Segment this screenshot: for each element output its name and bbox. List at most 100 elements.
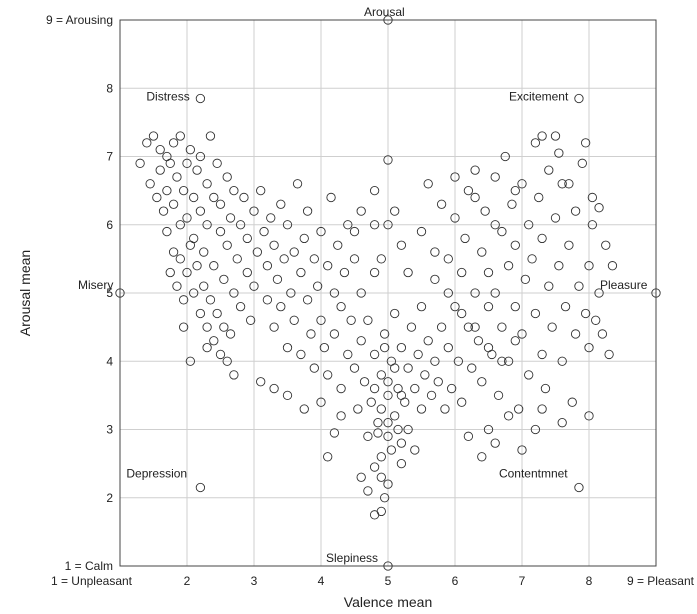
data-point	[249, 281, 259, 291]
data-point	[430, 274, 440, 284]
data-point	[266, 213, 276, 223]
data-point	[192, 165, 202, 175]
data-point	[369, 383, 380, 394]
data-point	[316, 226, 326, 237]
data-point	[219, 322, 229, 332]
data-point	[168, 138, 179, 148]
data-point	[510, 301, 520, 312]
data-point	[530, 308, 541, 319]
x-tick-label: 1 = Unpleasant	[51, 574, 133, 588]
data-point	[490, 438, 500, 448]
data-point	[537, 349, 547, 360]
anchor-point	[195, 93, 206, 104]
data-point	[256, 377, 266, 387]
data-point	[550, 213, 561, 223]
data-point	[168, 199, 179, 209]
data-point	[289, 315, 299, 325]
data-point	[436, 322, 447, 332]
data-point	[537, 131, 547, 141]
y-tick-label: 5	[106, 286, 113, 300]
data-point	[463, 431, 474, 441]
data-point	[152, 192, 162, 203]
data-point	[356, 472, 366, 482]
data-point	[212, 308, 222, 319]
data-point	[557, 418, 567, 428]
data-point	[527, 254, 537, 264]
data-point	[249, 206, 259, 216]
data-point	[497, 356, 507, 366]
data-point	[319, 342, 329, 353]
data-point	[296, 267, 306, 278]
data-point	[473, 336, 484, 346]
data-point	[202, 322, 212, 332]
data-point	[182, 213, 192, 223]
data-point	[242, 267, 252, 278]
data-point	[175, 254, 185, 264]
data-point	[396, 438, 407, 448]
data-point	[453, 356, 463, 366]
data-point	[289, 247, 299, 257]
data-point	[376, 506, 386, 517]
data-point	[383, 418, 393, 428]
data-point	[440, 404, 450, 414]
data-point	[189, 288, 199, 298]
x-tick-label: 4	[318, 574, 325, 588]
data-point	[416, 404, 427, 414]
x-tick-labels: 1 = Unpleasant 2 3 4 5 6 7 8 9 = Pleasant	[51, 574, 695, 588]
data-point	[390, 206, 400, 216]
data-point	[490, 172, 500, 182]
data-point	[229, 185, 239, 196]
data-point	[534, 192, 544, 203]
data-point	[229, 288, 239, 298]
anchor-label: Pleasure	[600, 278, 648, 292]
data-point	[530, 424, 541, 435]
data-point	[178, 185, 189, 196]
data-point	[517, 329, 527, 339]
data-point	[178, 322, 189, 332]
data-point	[369, 462, 380, 472]
data-point	[500, 151, 510, 162]
data-point	[379, 493, 390, 503]
data-point	[483, 301, 494, 312]
data-point	[336, 383, 346, 394]
data-point	[477, 377, 487, 387]
data-point	[209, 336, 219, 346]
data-point	[373, 418, 383, 428]
data-point	[242, 233, 252, 244]
y-tick-label: 9 = Arousing	[46, 13, 113, 27]
data-point	[574, 281, 584, 291]
data-point	[470, 192, 480, 203]
data-point	[292, 179, 303, 189]
data-point	[316, 397, 326, 407]
data-point	[369, 349, 380, 360]
data-point	[168, 247, 179, 257]
anchor-point	[383, 561, 393, 571]
data-point	[309, 254, 319, 264]
plot-frame	[119, 19, 657, 567]
data-point	[524, 220, 534, 230]
data-point	[379, 342, 390, 353]
data-point	[373, 428, 383, 438]
anchor-point	[115, 288, 125, 298]
data-point	[480, 206, 490, 216]
data-point	[299, 404, 309, 414]
data-point	[356, 206, 366, 216]
data-point	[209, 261, 219, 271]
data-point	[604, 349, 614, 360]
data-point	[467, 363, 477, 373]
x-tick-label: 6	[452, 574, 459, 588]
data-point	[299, 233, 309, 244]
data-point	[483, 424, 494, 435]
data-point	[229, 370, 239, 380]
data-point	[276, 199, 286, 209]
data-point	[323, 370, 333, 380]
data-point	[162, 185, 172, 196]
data-point	[591, 315, 601, 325]
data-point	[222, 240, 232, 250]
data-point	[450, 301, 460, 312]
data-point	[158, 206, 169, 216]
data-point	[222, 172, 232, 182]
data-point	[185, 356, 196, 366]
